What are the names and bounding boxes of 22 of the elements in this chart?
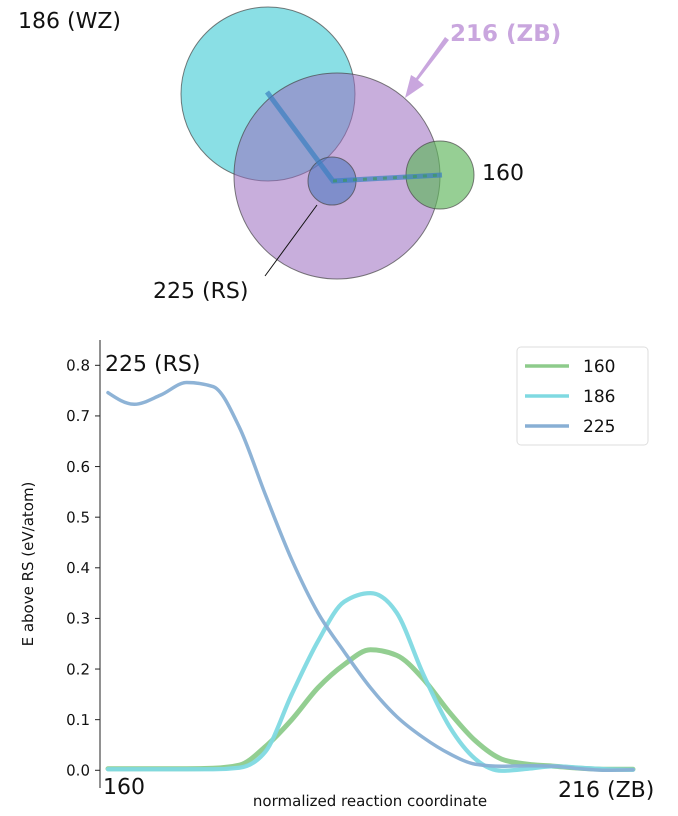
line-series	[106, 380, 635, 772]
y-tick-label: 0.4	[66, 559, 90, 578]
text: 160	[482, 161, 524, 186]
annotation: 216 (ZB)	[558, 778, 654, 803]
y-tick-label: 0.8	[66, 356, 90, 375]
legend-label: 186	[583, 386, 616, 407]
y-tick-label: 0.2	[66, 660, 90, 678]
y-tick-label: 0.0	[66, 762, 90, 780]
y-tick-label: 0.5	[66, 508, 90, 526]
y-tick-label: 0.3	[66, 610, 90, 628]
text: 216 (ZB)	[450, 21, 562, 47]
x-axis-title: normalized reaction coordinate	[252, 792, 488, 810]
text: 225 (RS)	[153, 279, 248, 304]
annotation: 160	[103, 775, 145, 800]
legend-label: 225	[583, 416, 616, 437]
annotation: 225 (RS)	[105, 352, 200, 377]
y-axis-title: E above RS (eV/atom)	[19, 482, 37, 646]
text: 186 (WZ)	[18, 9, 121, 34]
y-tick-label: 0.7	[66, 407, 90, 426]
y-tick-label: 0.6	[66, 458, 90, 476]
y-tick-label: 0.1	[66, 710, 90, 729]
legend-label: 160	[583, 356, 616, 377]
